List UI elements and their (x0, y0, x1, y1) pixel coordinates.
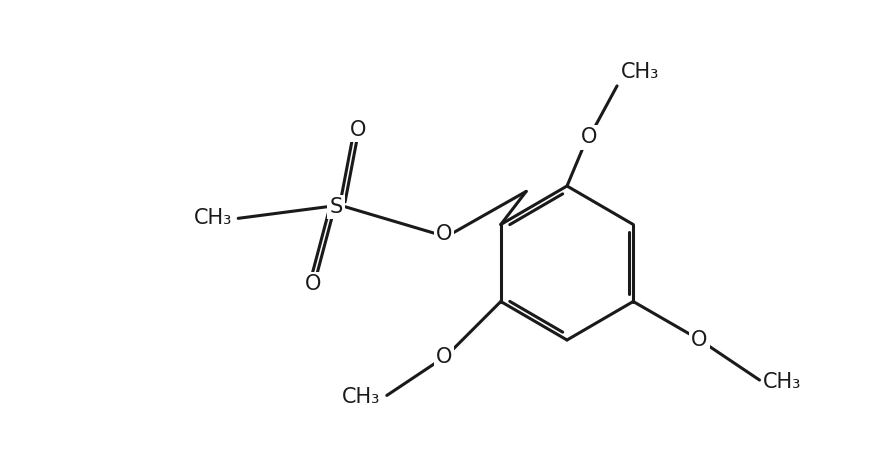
Text: CH₃: CH₃ (764, 371, 802, 392)
Text: O: O (581, 127, 597, 147)
Text: S: S (330, 197, 343, 217)
Text: CH₃: CH₃ (621, 62, 659, 82)
Text: O: O (691, 330, 707, 350)
Text: O: O (349, 120, 366, 140)
Text: CH₃: CH₃ (342, 387, 381, 407)
Text: CH₃: CH₃ (194, 208, 232, 228)
Text: O: O (305, 274, 321, 294)
Text: O: O (436, 224, 452, 244)
Text: O: O (436, 347, 452, 367)
